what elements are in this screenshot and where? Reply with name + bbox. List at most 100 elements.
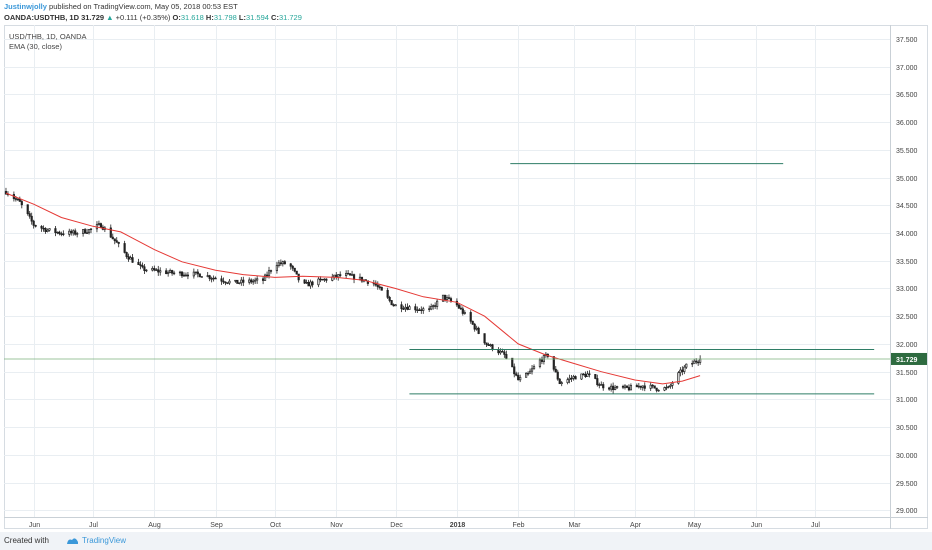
candle-body (560, 382, 563, 385)
candle-body (192, 271, 195, 277)
candle-body (194, 271, 197, 274)
y-tick-label: 32.500 (896, 314, 918, 321)
candle-body (404, 306, 407, 310)
candle-body (360, 276, 364, 282)
candle-body (30, 215, 33, 222)
candle-body (542, 355, 545, 362)
chart-header: Justinwjolly published on TradingView.co… (0, 0, 932, 25)
candle-body (242, 279, 245, 283)
candle-body (436, 300, 439, 307)
candle-body (552, 356, 555, 370)
candle-body (339, 274, 342, 276)
candle-body (598, 384, 601, 386)
price-change: +0.111 (+0.35%) (115, 13, 171, 22)
high-value: 31.798 (213, 13, 237, 22)
last-price-badge (891, 352, 927, 365)
x-tick-label: Mar (568, 522, 581, 529)
tradingview-link[interactable]: TradingView (66, 532, 126, 550)
candle-body (345, 272, 348, 276)
published-text: published on TradingView.com, May 05, 20… (49, 2, 238, 11)
candle-body (46, 229, 49, 232)
author-link[interactable]: Justinwjolly (4, 2, 47, 11)
candle-body (153, 268, 156, 271)
candle-body (602, 384, 605, 389)
candle-body (378, 286, 381, 288)
candle-body (665, 386, 668, 389)
candle-body (277, 262, 280, 266)
candle-body (234, 279, 237, 282)
y-tick-label: 31.500 (896, 370, 918, 377)
candle-body (335, 274, 338, 278)
candle-body (186, 274, 190, 277)
candle-body (56, 231, 59, 234)
candle-body (497, 349, 500, 354)
y-tick-label: 32.000 (896, 342, 918, 349)
candle-body (693, 360, 696, 364)
candle-body (347, 272, 350, 275)
y-tick-label: 34.500 (896, 203, 918, 210)
y-tick-label: 30.000 (896, 453, 918, 460)
candle-body (321, 278, 324, 281)
candle-body (68, 230, 71, 235)
candle-body (200, 276, 203, 278)
candle-body (325, 278, 328, 281)
candle-body (72, 230, 75, 234)
candle-body (483, 333, 486, 344)
candle-body (349, 273, 352, 276)
candle-body (4, 191, 8, 195)
price-chart[interactable]: 37.500 37.000 36.500 36.000 35.500 35.000 34.5… (4, 25, 928, 529)
candle-body (159, 270, 162, 273)
candle-body (291, 265, 294, 269)
candle-body (206, 275, 209, 277)
y-tick-label: 30.500 (896, 425, 918, 432)
candle-body (74, 230, 77, 235)
candle-body (256, 278, 259, 281)
chart-area[interactable]: 37.500 37.000 36.500 36.000 35.500 35.000 34.5… (4, 25, 928, 529)
ema-line (5, 192, 701, 385)
candle-body (530, 368, 534, 372)
candle-body (586, 373, 589, 377)
x-tick-label: 2018 (450, 522, 466, 529)
candle-body (307, 282, 310, 287)
publish-line: Justinwjolly published on TradingView.co… (4, 2, 238, 12)
x-tick-label: May (688, 522, 702, 529)
candle-body (443, 294, 447, 300)
candle-body (501, 350, 504, 353)
candle-body (441, 294, 445, 302)
candle-body (208, 275, 211, 279)
x-tick-label: Aug (148, 522, 161, 529)
y-tick-label: 37.500 (896, 37, 918, 44)
candle-body (178, 271, 182, 274)
candle-body (614, 387, 617, 390)
candle-body (289, 263, 292, 267)
candle-body (198, 273, 201, 278)
candle-body (109, 227, 112, 238)
candle-body (16, 198, 19, 201)
candle-body (317, 278, 320, 286)
candle-body (58, 231, 61, 235)
candle-body (32, 220, 35, 226)
candle-body (600, 384, 603, 386)
candle-body (445, 297, 449, 300)
x-tick-label: Jul (811, 522, 820, 529)
x-tick-label: Sep (210, 522, 223, 529)
y-tick-label: 33.000 (896, 286, 918, 293)
tradingview-brand: TradingView (82, 536, 127, 545)
legend-symbol: USD/THB, 1D, OANDA (9, 32, 87, 41)
candle-body (627, 387, 631, 391)
candle-body (380, 286, 383, 291)
candle-body (596, 378, 599, 386)
last-price-label: 31.729 (896, 357, 918, 364)
candle-body (556, 371, 559, 380)
candle-body (125, 252, 128, 257)
candle-body (610, 385, 613, 390)
candle-body (667, 386, 670, 388)
candle-body (261, 278, 265, 281)
candle-body (228, 280, 231, 284)
y-tick-label: 37.000 (896, 65, 918, 72)
x-tick-label: Jun (751, 522, 762, 529)
candle-body (137, 261, 140, 266)
high-label: H: (205, 13, 214, 22)
candle-body (172, 272, 176, 275)
tradingview-logo-icon (67, 538, 78, 545)
